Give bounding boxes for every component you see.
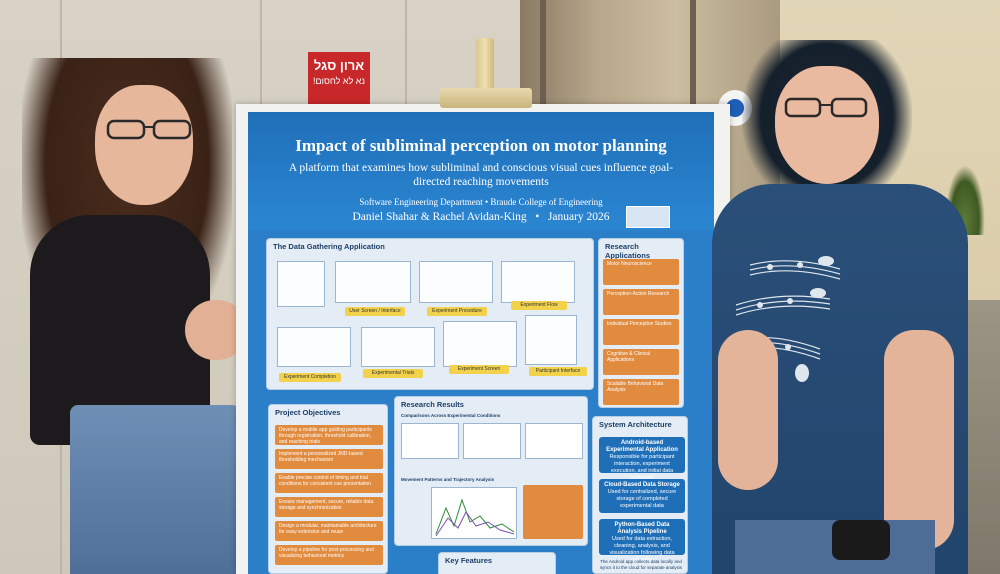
boxplot-chart: [463, 423, 521, 459]
application-item: Perception-Action Research: [603, 289, 679, 315]
poster-authors: Daniel Shahar & Rachel Avidan-King: [352, 211, 527, 223]
application-item: Cognitive & Clinical Applications: [603, 349, 679, 375]
architecture-box-text: Responsible for participant interaction,…: [609, 454, 675, 481]
app-screen-thumb: [335, 261, 411, 303]
data-gathering-panel: The Data Gathering Application User Scre…: [266, 238, 594, 390]
glasses-icon: [784, 97, 868, 118]
architecture-box-title: Python-Based Data Analysis Pipeline: [614, 522, 670, 535]
key-features-panel: Key Features: [438, 552, 556, 574]
architecture-box: Cloud-Based Data Storage Used for centra…: [599, 479, 685, 513]
app-screen-thumb: [419, 261, 493, 303]
blue-dot-icon: [726, 99, 744, 117]
screen-caption: Participant Interface: [529, 367, 587, 376]
app-screen-thumb: [525, 315, 577, 365]
application-item: Scalable Behavioral Data Analysis: [603, 379, 679, 405]
glasses-icon: [106, 119, 192, 140]
architecture-box-title: Cloud-Based Data Storage: [604, 482, 680, 488]
screen-caption: User Screen / Interface: [345, 307, 405, 316]
boxplot-chart: [525, 423, 583, 459]
research-results-panel: Research Results Comparisons Across Expe…: [394, 396, 588, 546]
easel-post: [476, 38, 494, 92]
poster-department: Software Engineering Department • Braude…: [359, 197, 603, 207]
person-right-arm: [718, 330, 778, 490]
wristwatch-icon: [832, 520, 890, 560]
person-right-arm: [884, 330, 954, 550]
person-right-face: [775, 66, 879, 184]
participant-photo: [277, 261, 325, 307]
screen-caption: Experiment Flow: [511, 301, 567, 310]
research-applications-panel: Research Applications Motor Neuroscience…: [598, 238, 684, 408]
architecture-box-title: Android-based Experimental Application: [606, 440, 678, 453]
architecture-note: The Android app collects data locally an…: [599, 559, 683, 570]
architecture-box-text: Used for data extraction, cleaning, anal…: [609, 536, 675, 563]
project-objectives-title: Project Objectives: [275, 408, 341, 417]
research-poster: Impact of subliminal perception on motor…: [248, 112, 714, 574]
screen-caption: Experiment Procedure: [427, 307, 487, 316]
app-screen-thumb: [277, 327, 351, 367]
objective-item: Design a modular, maintainable architect…: [275, 521, 383, 541]
architecture-box-text: Used for centralized, secure storage of …: [607, 489, 677, 509]
objective-item: Enable precise control of timing and tri…: [275, 473, 383, 493]
boxplot-chart: [401, 423, 459, 459]
app-screen-thumb: [443, 321, 517, 367]
project-objectives-panel: Project Objectives Develop a mobile app …: [268, 404, 388, 574]
system-architecture-title: System Architecture: [599, 420, 672, 429]
wall-sign-line1: ארון סגל: [313, 58, 365, 73]
trajectory-chart: [431, 487, 517, 539]
poster-header: Impact of subliminal perception on motor…: [248, 112, 714, 230]
objective-item: Develop a pipeline for post-processing a…: [275, 545, 383, 565]
results-note: [523, 485, 583, 539]
poster-separator: •: [529, 211, 546, 223]
objective-item: Develop a mobile app guiding participant…: [275, 425, 383, 445]
app-screen-thumb: [501, 261, 575, 303]
wall-sign: ארון סגל נא לא לחסום!: [308, 52, 370, 104]
results-subtitle: Comparisons Across Experimental Conditio…: [401, 413, 501, 418]
architecture-box: Android-based Experimental Application R…: [599, 437, 685, 481]
data-gathering-title: The Data Gathering Application: [273, 242, 385, 251]
poster-subtitle: A platform that examines how subliminal …: [288, 162, 674, 188]
objective-item: Ensure management, secure, reliable data…: [275, 497, 383, 517]
screen-caption: Experimental Trials: [363, 369, 423, 378]
poster-date: January 2026: [547, 211, 610, 223]
poster-authors-line: Daniel Shahar & Rachel Avidan-King • Jan…: [248, 211, 714, 224]
poster-thumbnail: [626, 206, 670, 228]
application-item: Motor Neuroscience: [603, 259, 679, 285]
results-subtitle: Movement Patterns and Trajectory Analysi…: [401, 477, 495, 482]
application-item: Individual Perception Studies: [603, 319, 679, 345]
trajectory-lines: [435, 498, 515, 537]
system-architecture-panel: System Architecture Android-based Experi…: [592, 416, 688, 574]
screen-caption: Experiment Screen: [449, 365, 509, 374]
key-features-title: Key Features: [445, 556, 493, 565]
research-applications-title: Research Applications: [605, 242, 651, 260]
research-results-title: Research Results: [401, 400, 464, 409]
architecture-box: Python-Based Data Analysis Pipeline Used…: [599, 519, 685, 563]
screen-caption: Experiment Completion: [279, 373, 341, 382]
easel-clip: [440, 88, 532, 108]
wall-sign-line2: נא לא לחסום!: [313, 76, 365, 86]
poster-title: Impact of subliminal perception on motor…: [295, 136, 667, 155]
objective-item: Implement a personalized JND-based thres…: [275, 449, 383, 469]
person-left-jeans: [70, 405, 240, 574]
person-left-face: [95, 85, 193, 205]
app-screen-thumb: [361, 327, 435, 367]
